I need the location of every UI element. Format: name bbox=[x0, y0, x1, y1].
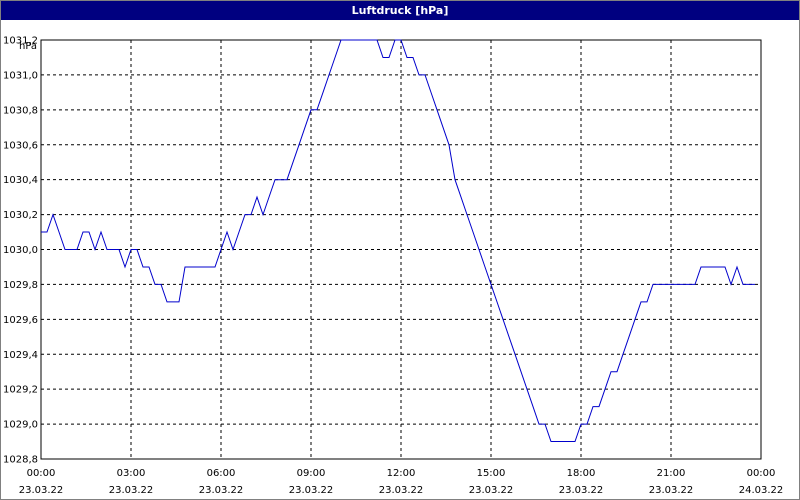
x-tick-time-label: 15:00 bbox=[477, 468, 506, 479]
x-tick-date-label: 24.03.22 bbox=[739, 485, 784, 496]
pressure-series-line bbox=[41, 39, 755, 442]
grid-lines bbox=[40, 39, 762, 460]
x-tick-time-label: 03:00 bbox=[117, 468, 146, 479]
x-tick-time-label: 00:00 bbox=[27, 468, 56, 479]
y-tick-label: 1030,8 bbox=[3, 105, 38, 116]
x-tick-time-label: 00:00 bbox=[747, 468, 776, 479]
y-tick-label: 1031,0 bbox=[3, 70, 38, 81]
x-tick-date-label: 23.03.22 bbox=[289, 485, 334, 496]
y-tick-label: 1028,8 bbox=[3, 455, 38, 466]
y-tick-label: 1029,6 bbox=[3, 315, 38, 326]
y-tick-label: 1029,4 bbox=[3, 350, 38, 361]
y-tick-label: 1029,0 bbox=[3, 420, 38, 431]
x-tick-time-label: 21:00 bbox=[657, 468, 686, 479]
y-tick-label: 1029,2 bbox=[3, 385, 38, 396]
y-axis-tick-labels: 1028,8 1029,0 1029,2 1029,4 1029,6 1029,8 1030… bbox=[3, 36, 38, 466]
y-tick-label: 1030,4 bbox=[3, 175, 38, 186]
x-tick-date-label: 23.03.22 bbox=[649, 485, 694, 496]
x-tick-date-label: 23.03.22 bbox=[19, 485, 64, 496]
x-tick-date-label: 23.03.22 bbox=[469, 485, 514, 496]
x-tick-date-label: 23.03.22 bbox=[559, 485, 604, 496]
y-axis-unit-label: hPa bbox=[19, 41, 37, 52]
x-axis-tick-labels: 00:00 23.03.22 03:00 23.03.22 06:00 23.03.22 0… bbox=[19, 468, 784, 496]
y-tick-label: 1030,6 bbox=[3, 140, 38, 151]
y-tick-label: 1029,8 bbox=[3, 280, 38, 291]
x-tick-time-label: 12:00 bbox=[387, 468, 416, 479]
y-tick-label: 1031,2 bbox=[3, 36, 38, 47]
x-tick-date-label: 23.03.22 bbox=[379, 485, 424, 496]
y-tick-label: 1030,0 bbox=[3, 245, 38, 256]
y-tick-label: 1030,2 bbox=[3, 210, 38, 221]
x-tick-date-label: 23.03.22 bbox=[199, 485, 244, 496]
x-tick-time-label: 18:00 bbox=[567, 468, 596, 479]
chart-title: Luftdruck [hPa] bbox=[1, 1, 799, 20]
x-tick-time-label: 06:00 bbox=[207, 468, 236, 479]
x-tick-date-label: 23.03.22 bbox=[109, 485, 154, 496]
x-tick-time-label: 09:00 bbox=[297, 468, 326, 479]
